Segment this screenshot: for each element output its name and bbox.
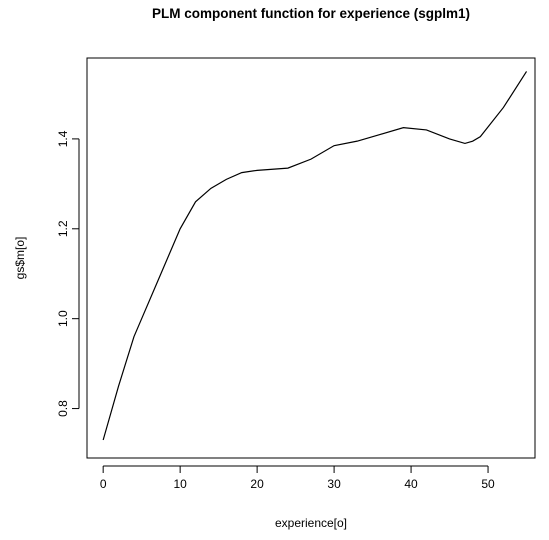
x-axis-label: experience[o] bbox=[275, 516, 347, 530]
y-tick-label: 0.8 bbox=[56, 400, 70, 417]
x-tick-label: 10 bbox=[173, 477, 187, 491]
chart-title: PLM component function for experience (s… bbox=[152, 6, 470, 21]
y-tick-label: 1.0 bbox=[56, 310, 70, 327]
x-tick-label: 40 bbox=[404, 477, 418, 491]
plot-box bbox=[86, 57, 536, 459]
x-tick-label: 0 bbox=[100, 477, 107, 491]
y-tick-label: 1.4 bbox=[56, 130, 70, 147]
x-tick-label: 50 bbox=[481, 477, 495, 491]
x-tick-label: 30 bbox=[327, 477, 341, 491]
y-axis-label: gs$m[o] bbox=[13, 237, 27, 280]
line bbox=[102, 71, 528, 441]
y-tick-label: 1.2 bbox=[56, 220, 70, 237]
x-tick-label: 20 bbox=[250, 477, 264, 491]
